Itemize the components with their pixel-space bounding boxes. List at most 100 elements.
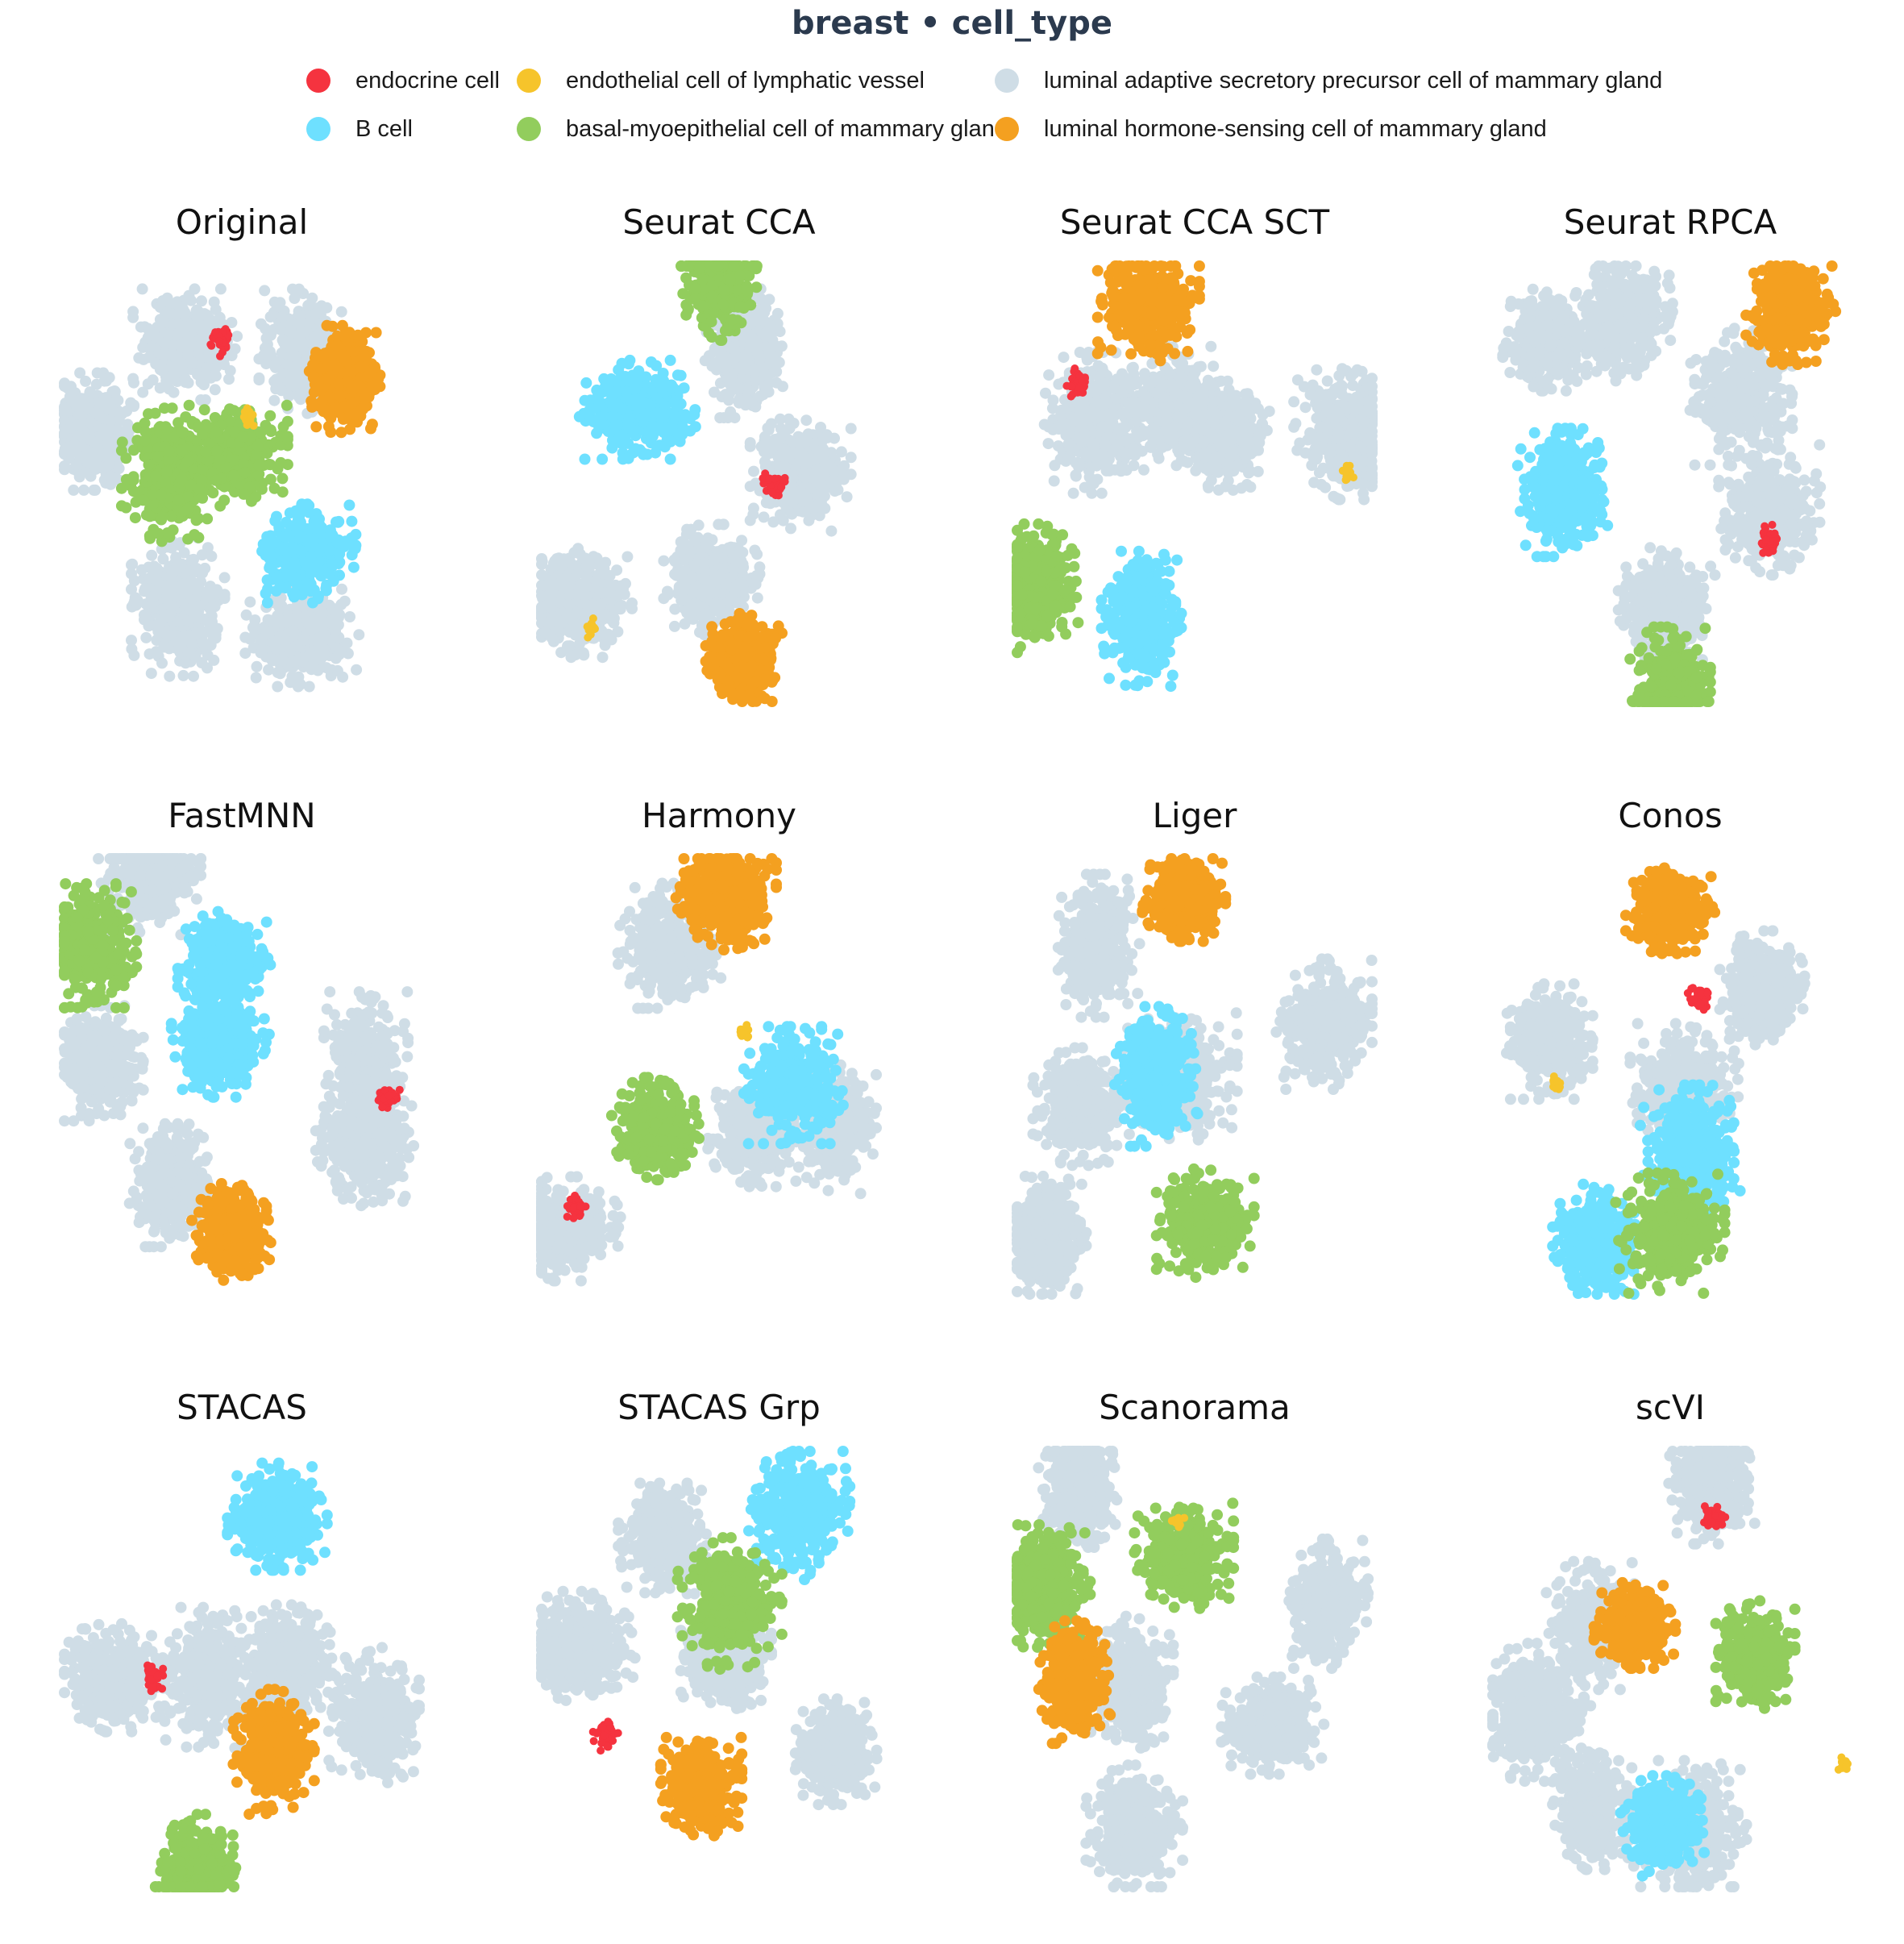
legend: endocrine cell endothelial cell of lymph… (0, 0, 1904, 161)
cell-point (146, 549, 158, 561)
cell-point (129, 512, 141, 524)
cell-point (276, 385, 288, 397)
cell-point (105, 478, 117, 490)
cell-point (536, 556, 548, 568)
cluster-luminal-adaptive (126, 532, 231, 682)
cell-point (730, 344, 742, 356)
cell-point (197, 637, 210, 649)
cell-point (145, 668, 157, 680)
cell-point (178, 578, 190, 589)
cell-point (308, 522, 320, 534)
cell-point (335, 390, 347, 402)
cell-point (275, 456, 287, 468)
cell-point (272, 681, 284, 693)
cell-point (748, 465, 759, 477)
cell-point (202, 513, 214, 525)
cell-point (127, 485, 139, 497)
cell-point (758, 511, 770, 523)
cell-point (239, 467, 251, 479)
cell-point (171, 296, 183, 308)
cell-point (322, 421, 335, 432)
cell-point (760, 368, 772, 381)
cell-point (168, 386, 180, 398)
cell-point (294, 310, 306, 322)
cell-point (78, 484, 89, 496)
cell-point (206, 615, 218, 627)
cell-point (308, 386, 320, 398)
cell-point (207, 487, 219, 499)
cell-point (199, 446, 211, 458)
cell-point (597, 651, 609, 664)
cell-point (237, 431, 249, 443)
cell-point (728, 354, 740, 366)
cell-point (156, 657, 168, 669)
cell-point (347, 561, 360, 573)
cell-point (285, 325, 297, 337)
cell-point (351, 329, 364, 341)
cell-point (182, 491, 194, 503)
cell-point (208, 296, 220, 308)
cell-point (269, 515, 281, 527)
cell-point (272, 301, 285, 313)
cell-point (303, 618, 315, 630)
cell-point (157, 295, 168, 307)
cell-point (744, 440, 756, 452)
legend-item-b-cell: B cell (306, 105, 413, 153)
cell-point (272, 572, 284, 584)
cell-point (626, 597, 638, 609)
cell-point (238, 488, 250, 500)
cell-point (85, 416, 97, 428)
cell-point (193, 482, 206, 494)
cell-point (158, 348, 170, 360)
cell-point (351, 379, 364, 391)
cell-point (825, 525, 838, 537)
cell-point (332, 619, 344, 631)
cell-point (199, 562, 211, 574)
cell-point (260, 358, 272, 370)
cell-point (247, 622, 259, 634)
cell-point (326, 558, 338, 569)
cell-point (181, 293, 193, 306)
cell-point (265, 538, 277, 550)
cell-point (120, 452, 132, 464)
cell-point (137, 494, 149, 506)
cell-point (140, 631, 152, 643)
cell-point (128, 377, 139, 389)
cell-point (310, 308, 322, 320)
cell-point (291, 572, 302, 585)
cell-point (845, 452, 857, 464)
cell-point (343, 499, 355, 511)
cell-point (289, 293, 301, 304)
cell-point (775, 431, 788, 442)
cell-point (260, 332, 272, 344)
cell-point (307, 372, 319, 384)
cell-point (147, 499, 159, 511)
legend-label: B cell (355, 116, 413, 143)
cell-point (218, 572, 231, 584)
cell-point (831, 476, 843, 488)
cell-point (333, 648, 345, 660)
cell-point (106, 405, 118, 416)
cell-point (725, 373, 738, 385)
cluster-luminal-adaptive (127, 283, 243, 406)
cell-point (337, 413, 349, 425)
cell-point (261, 574, 273, 586)
cell-point (70, 459, 82, 471)
cell-point (748, 364, 760, 377)
cell-point (142, 378, 154, 390)
cell-point (133, 352, 145, 364)
cell-point (126, 559, 137, 571)
cell-point (260, 627, 272, 639)
cell-point (356, 403, 368, 415)
cell-point (786, 508, 798, 520)
cell-point (274, 617, 286, 629)
cell-point (164, 670, 176, 682)
cell-point (344, 611, 355, 622)
cell-point (759, 431, 771, 443)
cell-point (268, 394, 281, 406)
cell-point (253, 374, 265, 386)
cell-point (740, 351, 752, 363)
cell-point (154, 382, 166, 394)
cell-point (243, 404, 252, 413)
cell-point (349, 543, 361, 555)
